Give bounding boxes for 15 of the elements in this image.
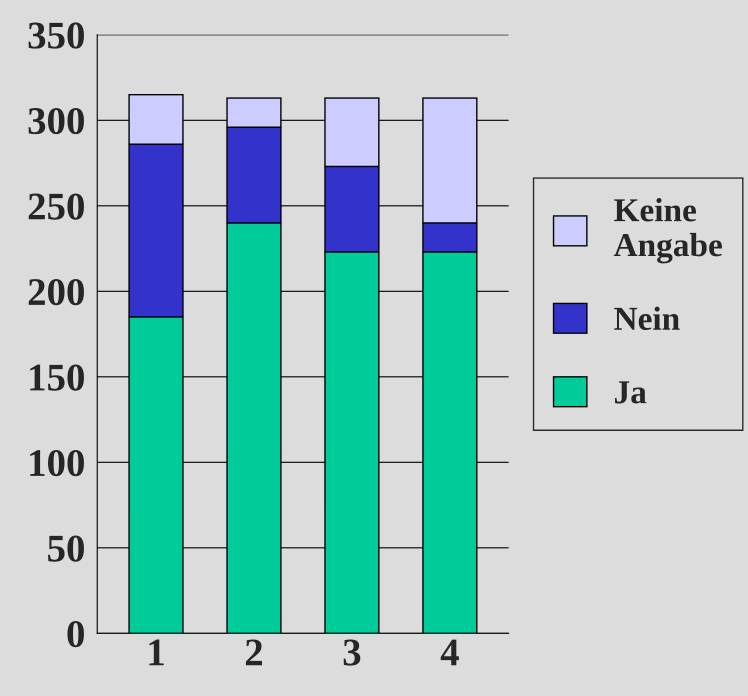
x-tick-label: 3 [344, 639, 360, 666]
y-tick-label: 300 [28, 108, 84, 134]
y-tick-label: 0 [67, 620, 84, 648]
y-tick-label: 200 [28, 278, 84, 306]
y-tick-label: 100 [30, 450, 84, 476]
y-tick-label: 250 [28, 193, 84, 220]
x-tick-label: 4 [440, 640, 459, 666]
y-tick-label: 50 [48, 535, 84, 562]
y-tick-label: 350 [28, 22, 84, 49]
legend-label: Keine Angabe [614, 198, 722, 264]
y-tick-label: 150 [30, 364, 84, 391]
legend-label: Ja [615, 381, 646, 404]
x-tick-label: 2 [246, 639, 262, 666]
legend-label: Nein [614, 306, 680, 330]
x-tick-label: 1 [149, 640, 164, 666]
